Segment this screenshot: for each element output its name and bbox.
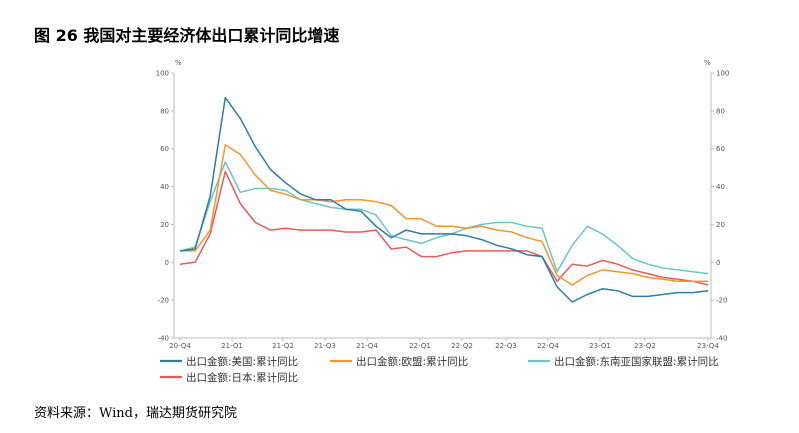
x-tick-label: 21-Q1 (221, 342, 243, 350)
legend-label: 出口金额:日本:累计同比 (186, 371, 298, 384)
y-tick-label: 80 (160, 107, 169, 115)
y-tick-label: 60 (160, 145, 169, 153)
y-tick-label: -40 (158, 335, 169, 343)
figure-title: 图 26 我国对主要经济体出口累计同比增速 (34, 26, 340, 45)
x-tick-label: 22-Q1 (409, 342, 431, 350)
legend-label: 出口金额:欧盟:累计同比 (356, 355, 468, 368)
y-tick-label: 20 (160, 221, 169, 229)
y-tick-label: 40 (160, 183, 169, 191)
right-axis-unit: % (704, 59, 711, 67)
y-tick-label-right: 40 (716, 183, 725, 191)
y-tick-label-right: 100 (716, 70, 729, 78)
series-line-1 (180, 144, 708, 286)
series-line-3 (179, 170, 709, 286)
x-tick-label: 23-Q1 (589, 342, 611, 350)
y-tick-label-right: 80 (716, 107, 725, 115)
source-note: 资料来源：Wind，瑞达期货研究院 (34, 406, 237, 421)
plot-frame (173, 73, 712, 339)
x-ticks: 20-Q4 21-Q1 21-Q2 21-Q3 21-Q4 22-Q1 22-Q2 22-Q3… (169, 338, 719, 350)
x-tick-label: 21-Q4 (356, 342, 378, 350)
y-tick-label-right: -40 (716, 335, 727, 343)
left-y-ticks: -40 -20 0 20 40 60 80 100 (156, 70, 174, 343)
x-tick-label: 21-Q2 (272, 342, 294, 350)
left-axis-unit: % (175, 59, 182, 67)
x-tick-label: 23-Q2 (634, 342, 656, 350)
y-tick-label-right: 60 (716, 145, 725, 153)
y-tick-label: 100 (156, 70, 169, 78)
y-tick-label-right: 0 (716, 259, 720, 267)
series-lines (179, 96, 709, 303)
y-tick-label: -20 (158, 297, 169, 305)
x-tick-label: 22-Q4 (537, 342, 559, 350)
right-y-ticks: -40 -20 0 20 40 60 80 100 (711, 70, 729, 343)
x-tick-label: 23-Q4 (697, 342, 719, 350)
x-tick-label: 21-Q3 (314, 342, 336, 350)
x-tick-label: 20-Q4 (169, 342, 191, 350)
series-line-0 (179, 96, 709, 303)
legend-label: 出口金额:东南亚国家联盟:累计同比 (554, 355, 719, 368)
x-tick-label: 22-Q3 (495, 342, 517, 350)
y-tick-label-right: 20 (716, 221, 725, 229)
y-tick-label-right: -20 (716, 297, 727, 305)
x-tick-label: 22-Q2 (451, 342, 473, 350)
legend-label: 出口金额:美国:累计同比 (186, 355, 298, 368)
legend: 出口金额:美国:累计同比 出口金额:欧盟:累计同比 出口金额:东南亚国家联盟:累计同… (160, 355, 719, 384)
y-tick-label: 0 (165, 259, 169, 267)
